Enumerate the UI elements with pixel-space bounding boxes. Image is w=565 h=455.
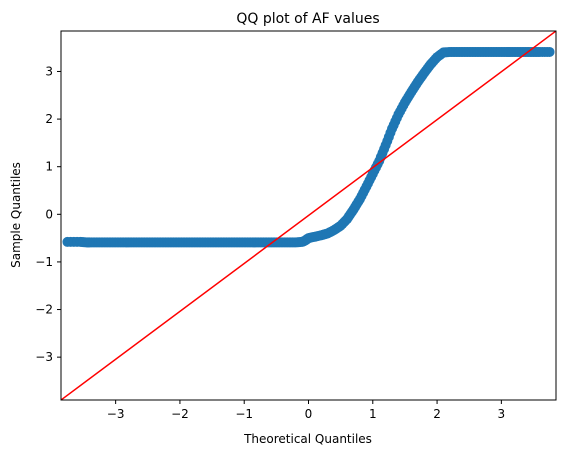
- x-tick-label: −2: [171, 407, 189, 421]
- y-tick-label: −2: [35, 303, 53, 317]
- y-tick-label: 0: [45, 207, 53, 221]
- y-tick-label: 3: [45, 64, 53, 78]
- reference-line-group: [61, 31, 556, 400]
- x-tick-label: −1: [235, 407, 253, 421]
- reference-line: [61, 31, 556, 400]
- x-tick-label: 3: [498, 407, 506, 421]
- sample-points-group: [62, 46, 555, 248]
- x-tick-label: −3: [107, 407, 125, 421]
- y-tick-label: 2: [45, 112, 53, 126]
- sample-point: [544, 46, 555, 57]
- chart-title: QQ plot of AF values: [236, 11, 379, 27]
- x-axis-ticks: −3 −2 −1 0 1 2 3: [107, 400, 505, 421]
- y-axis-ticks: −3 −2 −1 0 1 2 3: [35, 64, 61, 364]
- y-tick-label: −3: [35, 350, 53, 364]
- x-tick-label: 2: [433, 407, 441, 421]
- x-axis-label: Theoretical Quantiles: [243, 432, 372, 446]
- y-axis-label: Sample Quantiles: [9, 162, 23, 268]
- y-tick-label: −1: [35, 255, 53, 269]
- x-tick-label: 0: [305, 407, 313, 421]
- x-tick-label: 1: [369, 407, 377, 421]
- y-tick-label: 1: [45, 160, 53, 174]
